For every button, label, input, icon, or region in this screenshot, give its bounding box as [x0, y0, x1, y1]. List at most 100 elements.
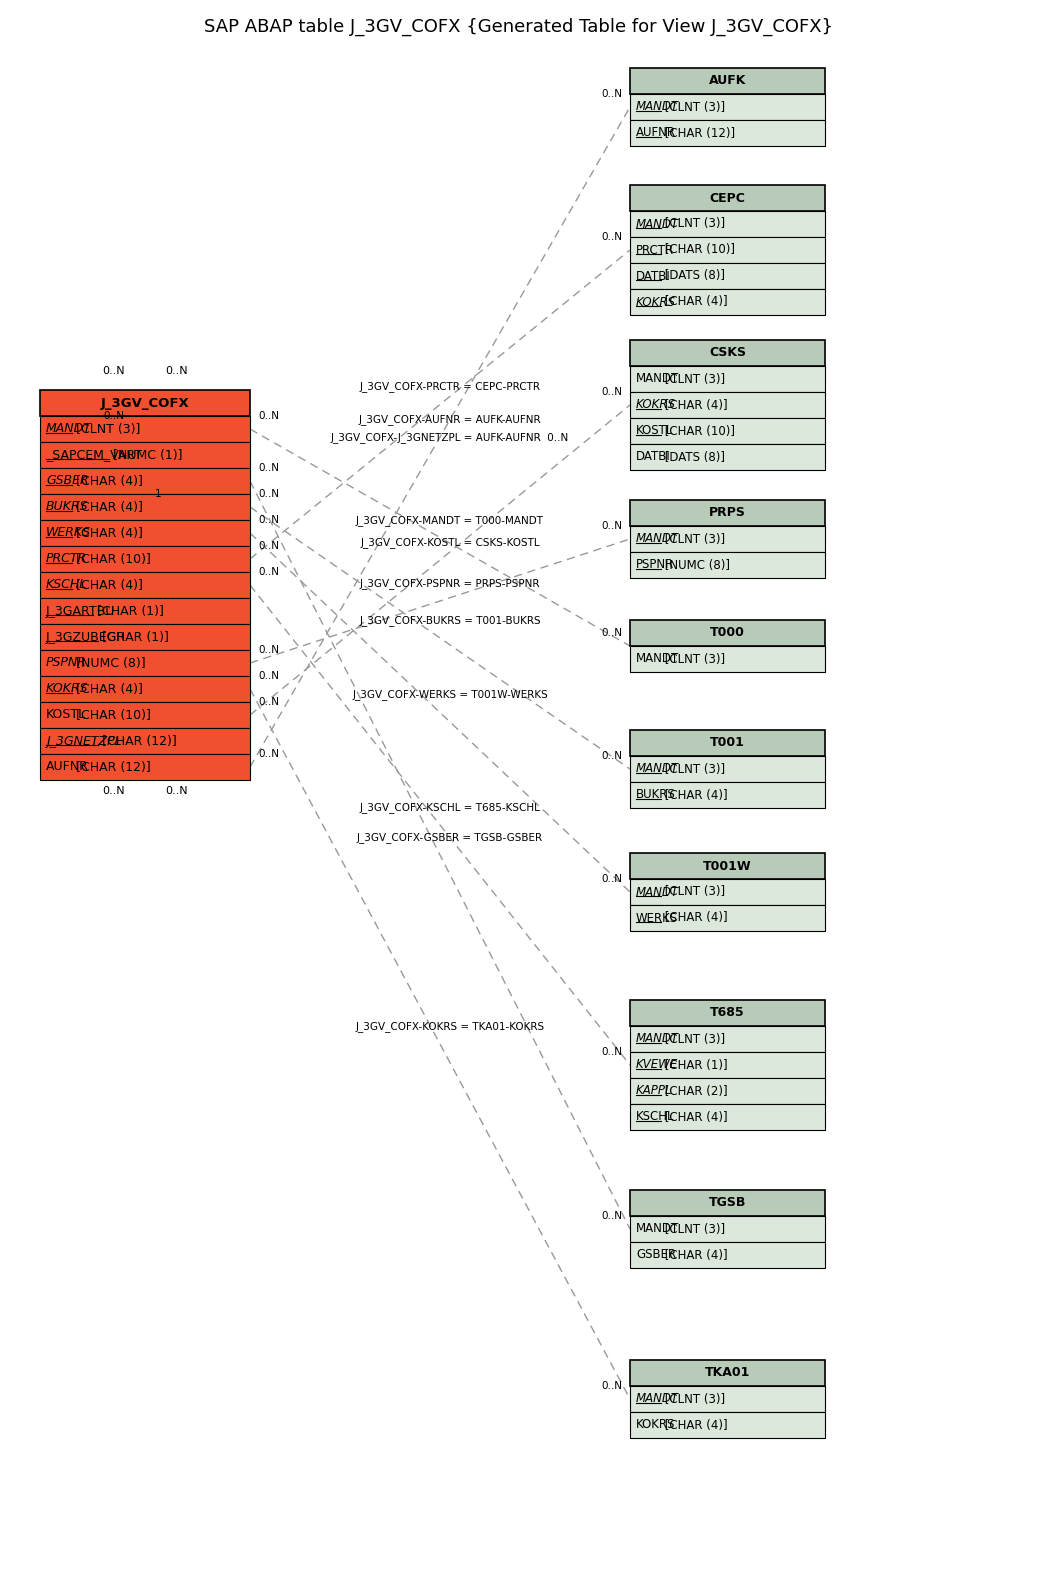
Text: J_3GV_COFX-WERKS = T001W-WERKS: J_3GV_COFX-WERKS = T001W-WERKS	[353, 689, 548, 700]
Text: 0..N: 0..N	[258, 749, 279, 759]
Text: [CHAR (1)]: [CHAR (1)]	[93, 604, 164, 618]
Bar	[40, 754, 250, 779]
Text: [CHAR (12)]: [CHAR (12)]	[99, 735, 177, 748]
Bar	[630, 444, 825, 470]
Bar	[630, 365, 825, 392]
Text: [CHAR (1)]: [CHAR (1)]	[99, 631, 169, 643]
Text: CSKS: CSKS	[709, 346, 746, 359]
Text: MANDT: MANDT	[636, 653, 679, 666]
Text: KOSTL: KOSTL	[46, 708, 86, 721]
Text: [CHAR (4)]: [CHAR (4)]	[73, 579, 143, 591]
Bar	[630, 1243, 825, 1268]
Text: [CHAR (4)]: [CHAR (4)]	[661, 1249, 727, 1262]
Text: WERKS: WERKS	[636, 912, 678, 925]
Text: MANDT: MANDT	[636, 1393, 679, 1406]
Text: 0..N: 0..N	[601, 387, 622, 397]
Text: WERKS: WERKS	[46, 526, 91, 539]
Text: J_3GV_COFX-KSCHL = T685-KSCHL: J_3GV_COFX-KSCHL = T685-KSCHL	[360, 802, 540, 813]
Text: [CHAR (4)]: [CHAR (4)]	[73, 474, 143, 487]
Text: 0..N: 0..N	[258, 568, 279, 577]
Text: J_3GV_COFX-GSBER = TGSB-GSBER: J_3GV_COFX-GSBER = TGSB-GSBER	[357, 832, 543, 843]
Bar	[630, 647, 825, 672]
Text: [CLNT (3)]: [CLNT (3)]	[661, 101, 725, 114]
Text: [CLNT (3)]: [CLNT (3)]	[661, 218, 725, 231]
Text: TKA01: TKA01	[705, 1366, 750, 1380]
Text: 1: 1	[156, 489, 162, 500]
Text: 0..N: 0..N	[601, 232, 622, 242]
Text: 0..N: 0..N	[601, 874, 622, 884]
Text: MANDT: MANDT	[636, 1222, 679, 1235]
Bar	[630, 262, 825, 289]
Bar	[630, 552, 825, 579]
Text: 0..N: 0..N	[601, 1380, 622, 1391]
Text: DATBI: DATBI	[636, 451, 671, 463]
Text: 0..N: 0..N	[103, 365, 124, 376]
Text: [DATS (8)]: [DATS (8)]	[661, 269, 725, 283]
Bar	[40, 727, 250, 754]
Text: TGSB: TGSB	[709, 1197, 747, 1209]
Text: 0..N: 0..N	[258, 645, 279, 655]
Text: J_3GZUBEGR: J_3GZUBEGR	[46, 631, 127, 643]
Text: [CLNT (3)]: [CLNT (3)]	[661, 1032, 725, 1045]
Text: [CHAR (4)]: [CHAR (4)]	[73, 501, 143, 514]
Text: PRPS: PRPS	[709, 506, 746, 520]
Bar	[630, 237, 825, 262]
Text: 0..N: 0..N	[103, 786, 124, 795]
Bar	[630, 526, 825, 552]
Text: MANDT: MANDT	[46, 422, 92, 435]
Text: [CHAR (12)]: [CHAR (12)]	[661, 126, 735, 139]
Text: [CHAR (4)]: [CHAR (4)]	[661, 912, 727, 925]
Text: 0..N: 0..N	[601, 89, 622, 100]
Bar	[630, 1026, 825, 1051]
Text: [CHAR (2)]: [CHAR (2)]	[661, 1085, 727, 1097]
Text: 0..N: 0..N	[165, 786, 188, 795]
Bar	[630, 210, 825, 237]
Text: [CHAR (4)]: [CHAR (4)]	[661, 1418, 727, 1431]
Text: GSBER: GSBER	[46, 474, 88, 487]
Text: J_3GV_COFX-BUKRS = T001-BUKRS: J_3GV_COFX-BUKRS = T001-BUKRS	[359, 615, 541, 626]
Bar	[40, 598, 250, 624]
Text: GSBER: GSBER	[636, 1249, 676, 1262]
Text: 0..N: 0..N	[601, 751, 622, 760]
Bar	[40, 624, 250, 650]
Text: [CHAR (10)]: [CHAR (10)]	[661, 243, 734, 256]
Bar	[630, 1051, 825, 1078]
Text: [CHAR (4)]: [CHAR (4)]	[661, 1110, 727, 1124]
Bar	[40, 416, 250, 443]
Bar	[630, 417, 825, 444]
Text: KOKRS: KOKRS	[636, 398, 676, 411]
Text: [CHAR (10)]: [CHAR (10)]	[73, 708, 151, 721]
Text: [CHAR (4)]: [CHAR (4)]	[73, 683, 143, 696]
Bar	[630, 879, 825, 904]
Text: T685: T685	[710, 1007, 745, 1020]
Text: [CLNT (3)]: [CLNT (3)]	[661, 1393, 725, 1406]
Bar	[630, 854, 825, 879]
Text: [DATS (8)]: [DATS (8)]	[661, 451, 725, 463]
Bar	[630, 1412, 825, 1439]
Text: 0..N: 0..N	[258, 411, 279, 421]
Text: [CHAR (4)]: [CHAR (4)]	[73, 526, 143, 539]
Bar	[630, 392, 825, 417]
Text: AUFNR: AUFNR	[46, 760, 89, 773]
Text: KSCHL: KSCHL	[46, 579, 87, 591]
Text: AUFNR: AUFNR	[636, 126, 676, 139]
Text: [CHAR (10)]: [CHAR (10)]	[661, 425, 734, 438]
Text: PRCTR: PRCTR	[636, 243, 674, 256]
Bar	[40, 572, 250, 598]
Text: CEPC: CEPC	[709, 191, 746, 204]
Bar	[630, 1078, 825, 1104]
Text: J_3GV_COFX-PSPNR = PRPS-PSPNR: J_3GV_COFX-PSPNR = PRPS-PSPNR	[360, 579, 540, 590]
Text: T001: T001	[710, 737, 745, 749]
Text: _SAPCEM_VART: _SAPCEM_VART	[46, 449, 142, 462]
Text: [CHAR (4)]: [CHAR (4)]	[661, 789, 727, 802]
Text: J_3GV_COFX-J_3GNETZPL = AUFK-AUFNR  0..N: J_3GV_COFX-J_3GNETZPL = AUFK-AUFNR 0..N	[331, 432, 569, 443]
Bar	[630, 1216, 825, 1243]
Text: [CLNT (3)]: [CLNT (3)]	[661, 1222, 725, 1235]
Text: 0..N: 0..N	[258, 697, 279, 707]
Bar	[630, 730, 825, 756]
Text: J_3GV_COFX-MANDT = T000-MANDT: J_3GV_COFX-MANDT = T000-MANDT	[356, 514, 544, 525]
Text: [CHAR (4)]: [CHAR (4)]	[661, 296, 727, 308]
Bar	[630, 1190, 825, 1216]
Text: 0..N: 0..N	[601, 522, 622, 531]
Bar	[40, 650, 250, 677]
